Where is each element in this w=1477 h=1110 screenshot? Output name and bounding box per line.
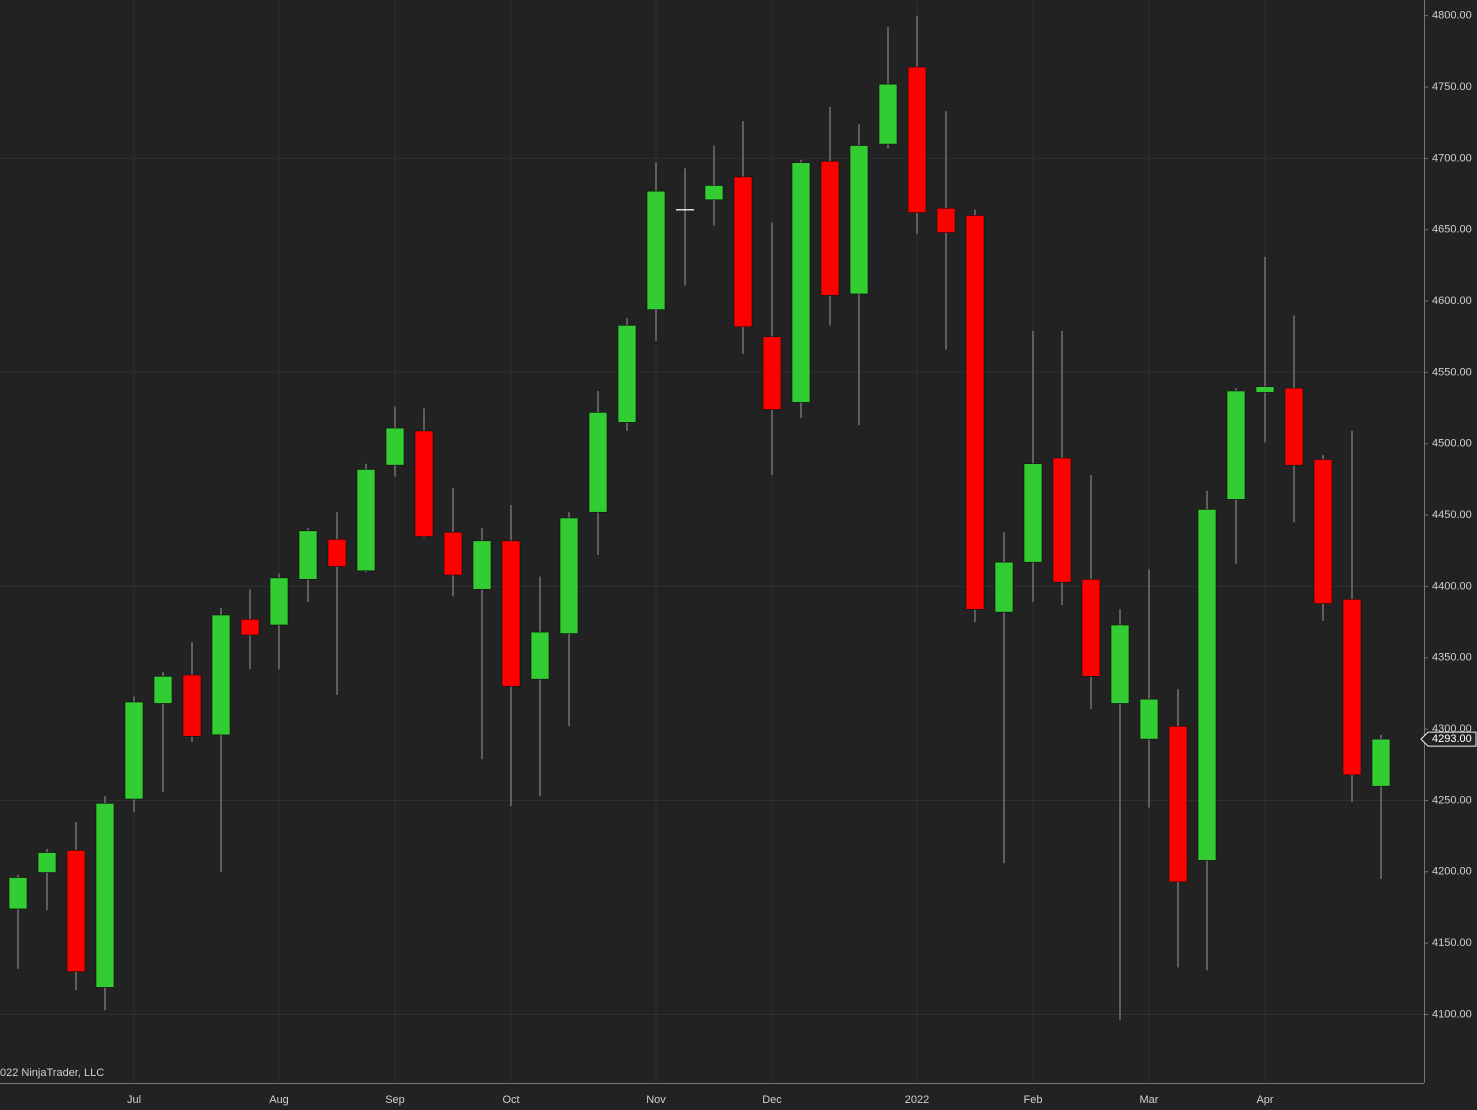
candle-body (182, 674, 202, 737)
y-tick-label: 4400.00 (1432, 580, 1472, 592)
candle-body (1371, 738, 1391, 787)
candle-body (443, 531, 463, 576)
candle-body (559, 517, 579, 634)
candle-body (211, 614, 231, 736)
candle-body (1139, 698, 1159, 740)
x-tick-label: Feb (1024, 1094, 1043, 1106)
candle-body (1023, 463, 1043, 563)
candle-body (965, 215, 985, 610)
y-tick-label: 4200.00 (1432, 866, 1472, 878)
x-tick-label: 2022 (905, 1094, 929, 1106)
candle-body (472, 540, 492, 590)
x-tick-label: Mar (1140, 1094, 1159, 1106)
x-tick-label: Oct (502, 1094, 519, 1106)
candle-body (1284, 387, 1304, 466)
candle-body (153, 676, 173, 704)
y-tick-label: 4650.00 (1432, 224, 1472, 236)
candle-body (588, 412, 608, 513)
candle-body (95, 803, 115, 988)
y-tick-label: 4750.00 (1432, 81, 1472, 93)
candle-body (1168, 725, 1188, 883)
y-tick-label: 4150.00 (1432, 937, 1472, 949)
candle-body (327, 539, 347, 567)
candle-body (269, 577, 289, 626)
candle-body (1255, 386, 1275, 393)
last-price-label: 4293.00 (1432, 733, 1472, 745)
candle-body (37, 852, 57, 873)
last-price-tag (1420, 731, 1477, 747)
candle-body (124, 701, 144, 800)
candle-body (66, 850, 86, 973)
y-tick-label: 4350.00 (1432, 652, 1472, 664)
candle-body (501, 540, 521, 687)
candle-body (240, 618, 260, 636)
candle-body (791, 162, 811, 403)
candle-body (1197, 509, 1217, 861)
x-tick-label: Aug (269, 1094, 289, 1106)
y-tick-label: 4700.00 (1432, 152, 1472, 164)
y-tick-label: 4500.00 (1432, 438, 1472, 450)
candle-body (820, 160, 840, 296)
candle-body (936, 208, 956, 233)
candle-body (762, 336, 782, 410)
x-tick-label: Nov (646, 1094, 666, 1106)
candle-body (1226, 390, 1246, 500)
y-tick-label: 4450.00 (1432, 509, 1472, 521)
candle-body (994, 561, 1014, 613)
y-tick-label: 4100.00 (1432, 1008, 1472, 1020)
candle-body (849, 145, 869, 295)
y-tick-label: 4800.00 (1432, 10, 1472, 22)
x-tick-label: Sep (385, 1094, 405, 1106)
candle-body (1081, 579, 1101, 677)
copyright: 022 NinjaTrader, LLC (0, 1067, 104, 1079)
candle-body (1313, 459, 1333, 604)
y-tick-label: 4550.00 (1432, 366, 1472, 378)
candle-body (1110, 624, 1130, 704)
candle-body (646, 190, 666, 310)
candle-body (1052, 457, 1072, 583)
candle-body (704, 185, 724, 201)
candle-body (356, 469, 376, 572)
candle-body (617, 325, 637, 423)
candle-body (733, 176, 753, 328)
candle-body (530, 631, 550, 680)
candle-body (414, 430, 434, 537)
y-tick-label: 4600.00 (1432, 295, 1472, 307)
candle-body (8, 877, 28, 910)
y-tick-label: 4250.00 (1432, 794, 1472, 806)
candle-body (298, 530, 318, 580)
x-tick-label: Jul (127, 1094, 141, 1106)
x-tick-label: Apr (1256, 1094, 1273, 1106)
candle-body (385, 427, 405, 466)
candle-body (878, 83, 898, 145)
candle-body (1342, 598, 1362, 776)
x-tick-label: Dec (762, 1094, 782, 1106)
candle-body (907, 66, 927, 213)
